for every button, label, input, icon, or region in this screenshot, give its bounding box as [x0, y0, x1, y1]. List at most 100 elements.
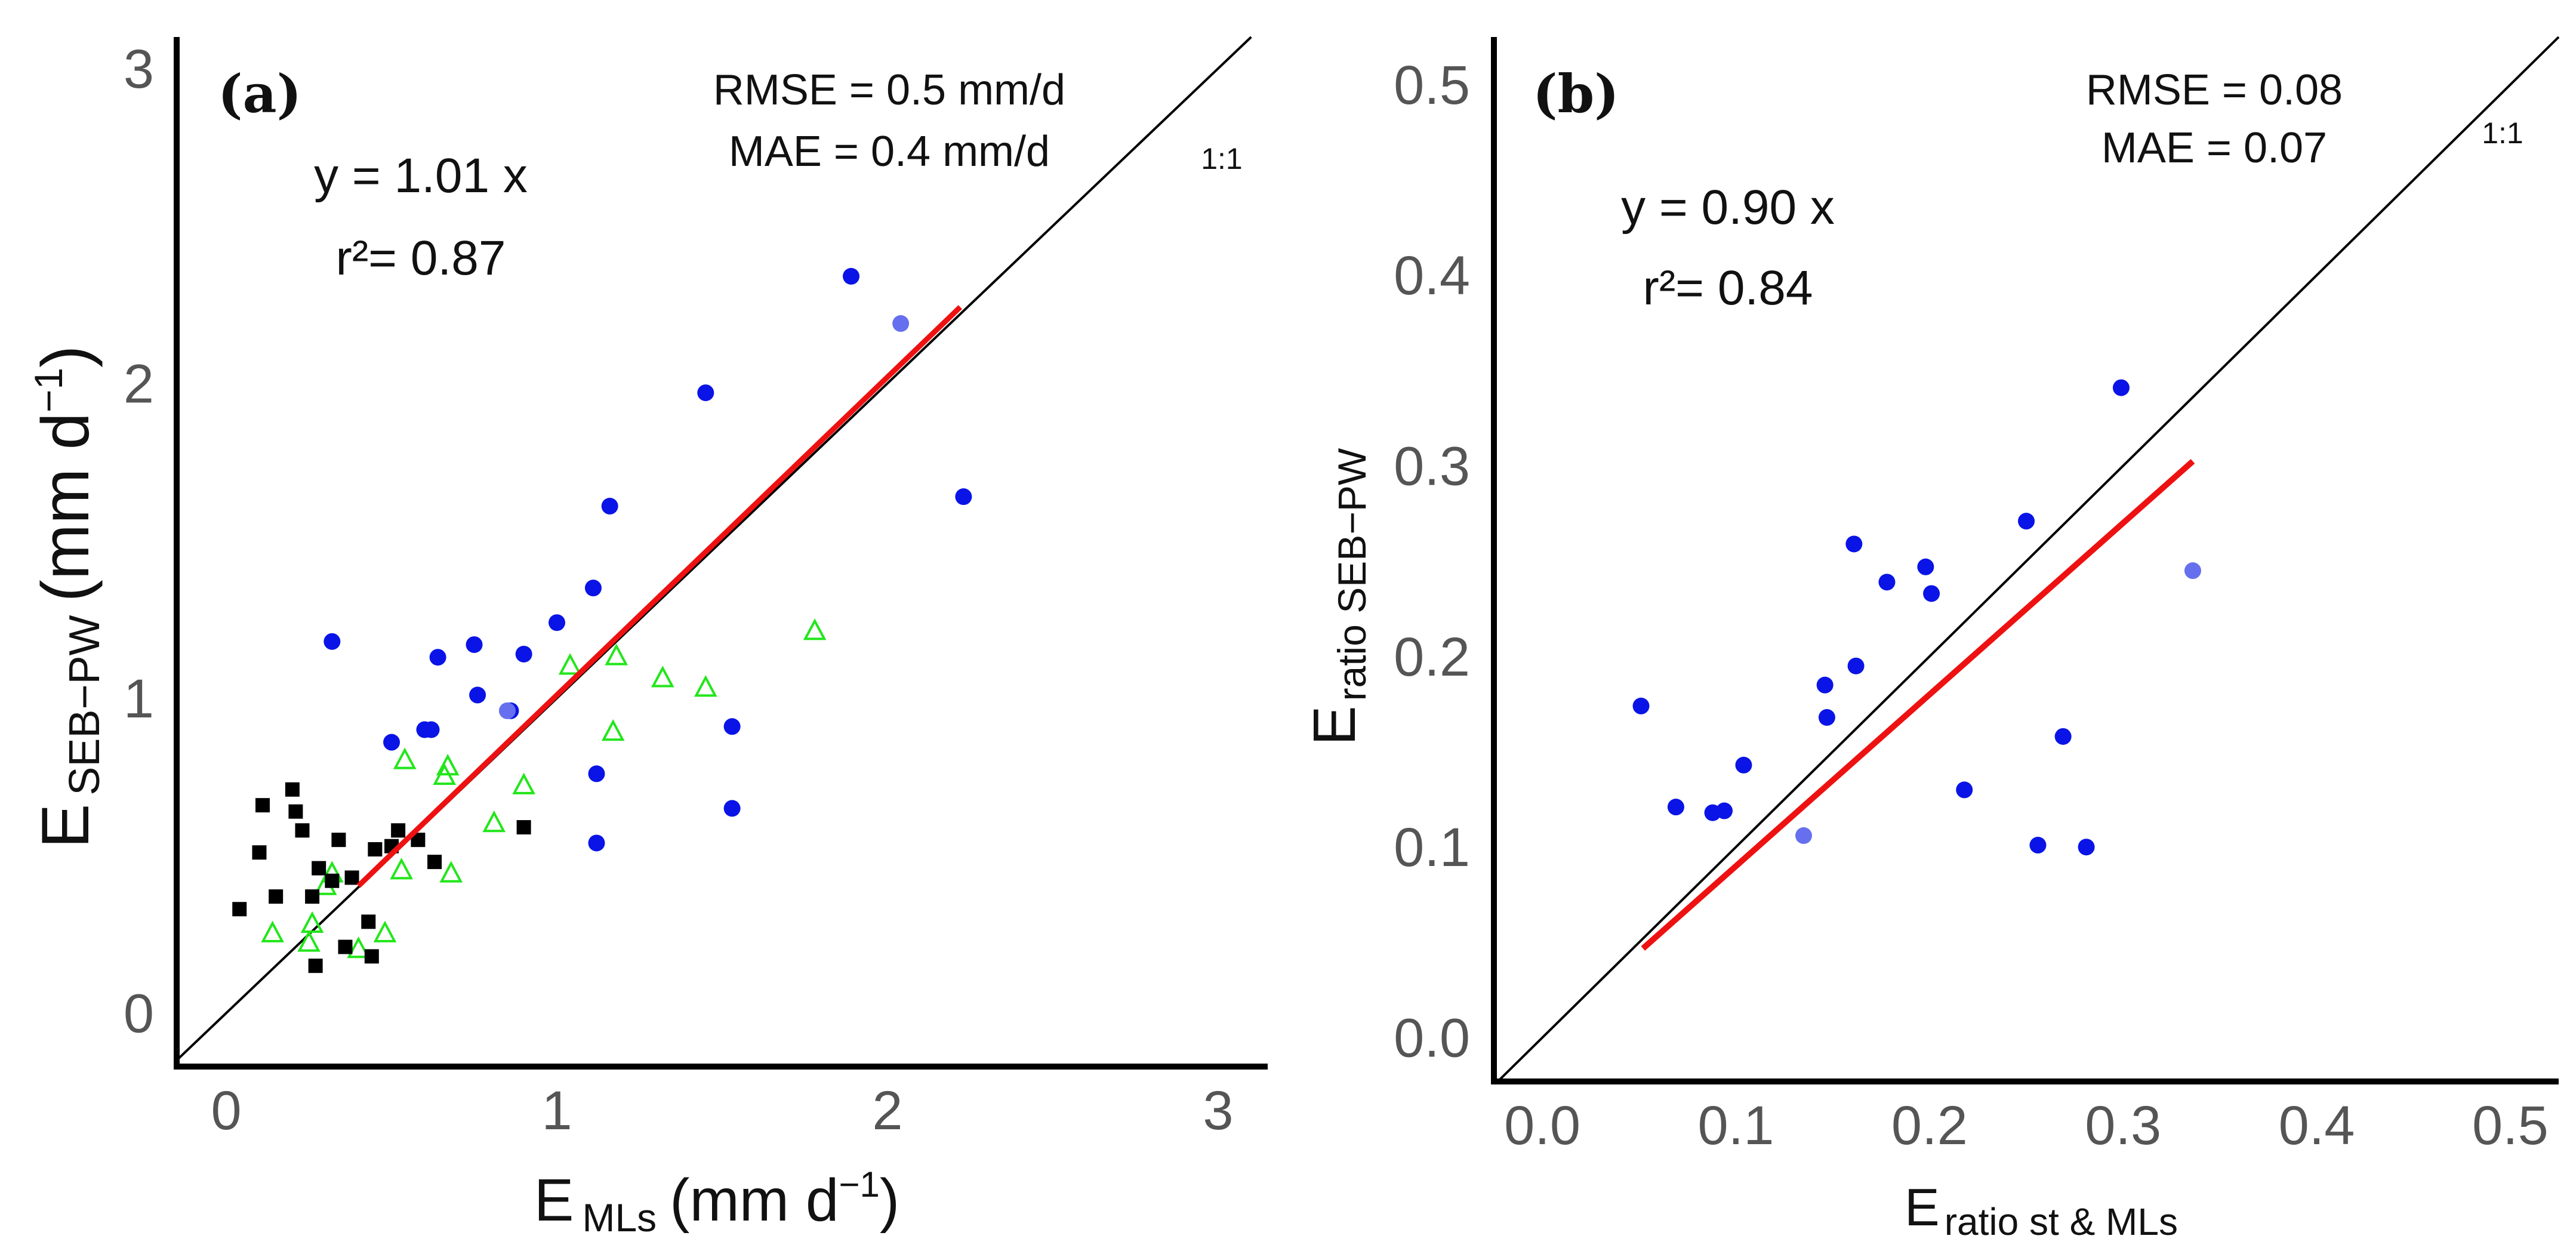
panel-b-data-point-blue-circles	[1715, 802, 1733, 819]
panel-a-data-point-green-triangles	[651, 665, 674, 688]
panel-a-data-point-blue-circles	[429, 649, 446, 666]
panel-b-data-point-blue-circles	[2112, 379, 2130, 396]
panel-a-data-point-blue-circles	[588, 834, 605, 852]
panel-b-one-to-one-label: 1:1	[2482, 116, 2523, 150]
panel-b-data-point-blue-circles	[1667, 799, 1684, 816]
panel-a-data-point-blue-circles	[515, 645, 532, 662]
panel-a-x-tick-label: 1	[541, 1080, 572, 1141]
panel-a-y-tick-label: 1	[124, 668, 154, 729]
panel-a-data-point-black-squares	[516, 820, 531, 835]
panel-a-x-axis-title: E MLs (mm d−1)	[534, 1164, 899, 1240]
panel-a-y-axis-title: ESEB−PW(mm d−1)	[26, 346, 109, 849]
panel-a-data-point-black-squares	[361, 914, 376, 929]
panel-b-data-point-blue-circles	[1632, 697, 1650, 714]
panel-b-x-tick-label: 0.4	[2279, 1095, 2355, 1156]
panel-a-data-point-blue-circles	[843, 267, 860, 285]
panel-b-data-point-blue-circles	[1878, 574, 1896, 591]
panel-a-data-point-green-triangles	[393, 747, 417, 769]
panel-a-data-point-black-squares	[325, 873, 340, 888]
panel-b-data-point-blue-circles	[2029, 837, 2047, 854]
panel-a-data-point-blue-circles	[697, 384, 714, 402]
panel-a-data-point-black-squares	[338, 939, 353, 954]
panel-a-x-tick-label: 0	[211, 1080, 242, 1141]
panel-a-data-point-green-triangles	[300, 911, 324, 933]
panel-b-x-tick-label: 0.2	[1891, 1095, 1968, 1156]
panel-a-data-point-black-squares	[312, 861, 326, 876]
panel-a-data-point-green-triangles	[803, 618, 827, 640]
panel-a-data-point-blue-circles	[423, 721, 440, 738]
panel-b-y-tick-label: 0.4	[1394, 245, 1470, 306]
panel-b-tick-labels: 0.0 0.1 0.2 0.3 0.4 0.5 0.0 0.1 0.2 0.3 0.4 0.5	[1394, 55, 2549, 1156]
panel-a-one-to-one-label: 1:1	[1201, 142, 1243, 175]
panel-b-axes	[1491, 37, 2559, 1084]
panel-a-equation: y = 1.01 x	[314, 149, 528, 203]
panel-a-data-point-green-triangles	[261, 920, 284, 942]
panel-a-y-tick-label: 3	[124, 39, 154, 100]
panel-a-data-point-blue-circles	[723, 800, 741, 817]
panel-b-data-point-blue-circles	[2078, 839, 2095, 856]
panel-a-regression-line	[356, 305, 962, 888]
panel-a-data-point-green-triangles	[439, 861, 463, 883]
panel-b-x-tick-label: 0.0	[1504, 1095, 1580, 1156]
panel-a-label: (a)	[218, 63, 301, 125]
panel-a-data-point-green-triangles	[605, 643, 628, 665]
panel-b-data-point-blue-circles	[1847, 657, 1865, 674]
panel-a-data-point-black-squares	[269, 889, 284, 904]
panel-a-data-point-black-squares	[255, 798, 270, 813]
panel-a-data-point-blue-circles	[549, 614, 566, 631]
panel-a-data-point-blue-circles-light	[498, 702, 516, 719]
panel-a-data-point-green-triangles	[297, 930, 321, 952]
panel-b-data-point-blue-circles	[1818, 709, 1835, 726]
panel-b-x-tick-label: 0.5	[2472, 1095, 2549, 1156]
panel-b-data-point-blue-circles-light	[1795, 827, 1812, 845]
panel-b-data-point-blue-circles	[1845, 535, 1863, 553]
panel-b-data-point-blue-circles	[2054, 728, 2072, 745]
panel-b-y-tick-label: 0.5	[1394, 55, 1470, 116]
panel-b-x-tick-label: 0.3	[2085, 1095, 2161, 1156]
panel-a-data-point-black-squares	[305, 889, 320, 904]
panel-a-data-point-black-squares	[391, 823, 406, 838]
panel-a-y-tick-label: 2	[124, 353, 154, 414]
panel-a-data-point-blue-circles	[466, 636, 483, 654]
panel-b-y-tick-label: 0.2	[1394, 627, 1470, 688]
panel-b-r-squared: r²= 0.84	[1643, 261, 1813, 315]
panel-a-data-point-green-triangles	[601, 719, 625, 741]
panel-a-data-point-black-squares	[344, 870, 359, 885]
panel-b-y-tick-label: 0.0	[1394, 1008, 1470, 1069]
panel-a-x-tick-label: 3	[1203, 1080, 1233, 1141]
panel-b-data-point-blue-circles-light	[2184, 562, 2201, 580]
panel-b-y-axis-title: Eratio SEB−PW	[1301, 448, 1374, 745]
panel-a-data-point-green-triangles	[373, 920, 397, 942]
panel-a-axes	[174, 37, 1268, 1070]
panel-b-data-point-blue-circles	[1917, 558, 1934, 575]
panel-a-data-point-green-triangles	[347, 936, 371, 959]
panel-b-y-tick-label: 0.3	[1394, 436, 1470, 497]
panel-a-data-point-blue-circles-light	[892, 315, 910, 332]
panel-b-rmse: RMSE = 0.08	[2086, 66, 2343, 114]
panel-a-data-point-blue-circles	[323, 633, 341, 650]
panel-a-data-point-blue-circles	[469, 686, 486, 704]
panel-a: 0 1 2 3 0 1 2 3 (a) RMSE = 0.5 mm/d MAE = 0.4 m…	[26, 36, 1268, 1240]
panel-b-points	[1632, 379, 2201, 856]
panel-a-data-point-black-squares	[308, 959, 323, 973]
panel-b-data-point-blue-circles	[1816, 676, 1834, 694]
panel-b-regression-line	[1641, 459, 2195, 951]
panel-a-x-tick-label: 2	[872, 1080, 902, 1141]
panel-a-rmse: RMSE = 0.5 mm/d	[713, 66, 1065, 114]
panel-a-data-point-green-triangles	[558, 653, 582, 675]
panel-b: 0.0 0.1 0.2 0.3 0.4 0.5 0.0 0.1 0.2 0.3 0.4 0.5 (b)…	[1301, 36, 2560, 1243]
panel-a-data-point-blue-circles	[584, 580, 602, 597]
panel-a-data-point-green-triangles	[512, 772, 535, 794]
panel-a-data-point-green-triangles	[436, 754, 460, 776]
panel-a-data-point-black-squares	[368, 842, 383, 857]
panel-a-data-point-black-squares	[285, 782, 300, 797]
panel-a-data-point-black-squares	[331, 833, 346, 848]
panel-b-equation: y = 0.90 x	[1621, 180, 1835, 235]
panel-a-mae: MAE = 0.4 mm/d	[729, 128, 1050, 175]
panel-a-tick-labels: 0 1 2 3 0 1 2 3	[124, 39, 1234, 1141]
panel-a-data-point-blue-circles	[723, 718, 741, 735]
panel-b-data-point-blue-circles	[1956, 781, 1973, 799]
panel-a-data-point-black-squares	[427, 855, 442, 870]
panel-a-data-point-blue-circles	[601, 498, 618, 515]
